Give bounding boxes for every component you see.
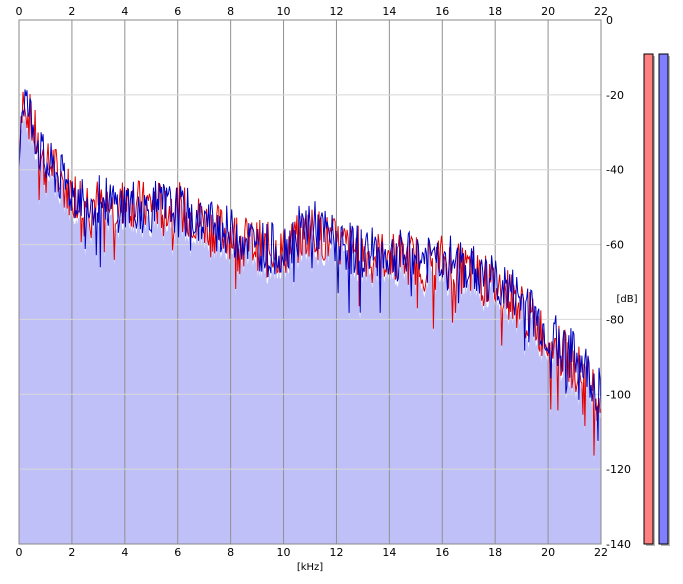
x-tick-label-bottom: 0 bbox=[16, 546, 23, 559]
x-tick-label-bottom: 22 bbox=[594, 546, 608, 559]
y-tick-label: -60 bbox=[606, 239, 624, 252]
x-tick-label-bottom: 4 bbox=[121, 546, 128, 559]
x-tick-label-bottom: 14 bbox=[382, 546, 396, 559]
y-tick-label: -120 bbox=[606, 463, 631, 476]
y-ticks-right: 0 -20 -40 -60 -80 -100 -120 -140 bbox=[606, 14, 631, 551]
x-tick-label-bottom: 8 bbox=[227, 546, 234, 559]
x-tick-label-top: 4 bbox=[121, 5, 128, 18]
fill-area-path bbox=[19, 104, 601, 544]
x-ticks-top: 0 2 4 6 8 10 12 14 16 18 20 22 bbox=[16, 5, 609, 18]
x-tick-label-top: 12 bbox=[329, 5, 343, 18]
x-tick-label-top: 16 bbox=[435, 5, 449, 18]
y-tick-label: 0 bbox=[606, 14, 613, 27]
x-tick-label-top: 6 bbox=[174, 5, 181, 18]
x-ticks-bottom: 0 2 4 6 8 10 12 14 16 18 20 22 bbox=[16, 546, 609, 559]
spectrum-fill-area bbox=[19, 104, 601, 544]
x-tick-label-top: 22 bbox=[594, 5, 608, 18]
x-tick-label-top: 14 bbox=[382, 5, 396, 18]
x-tick-label-top: 10 bbox=[277, 5, 291, 18]
x-tick-label-bottom: 16 bbox=[435, 546, 449, 559]
y-tick-label: -20 bbox=[606, 89, 624, 102]
x-tick-label-top: 20 bbox=[541, 5, 555, 18]
x-tick-label-top: 18 bbox=[488, 5, 502, 18]
x-tick-label-bottom: 2 bbox=[68, 546, 75, 559]
x-tick-label-bottom: 6 bbox=[174, 546, 181, 559]
plot-frame bbox=[18, 19, 602, 545]
series-line-1 bbox=[18, 89, 602, 441]
x-tick-label-top: 8 bbox=[227, 5, 234, 18]
y-tick-label: -40 bbox=[606, 164, 624, 177]
y-axis-label: [dB] bbox=[616, 294, 637, 305]
x-tick-label-bottom: 10 bbox=[277, 546, 291, 559]
x-tick-label-bottom: 18 bbox=[488, 546, 502, 559]
x-tick-label-top: 2 bbox=[68, 5, 75, 18]
y-tick-label: -80 bbox=[606, 313, 624, 326]
series-lines bbox=[18, 89, 602, 456]
level-meter-bar bbox=[658, 53, 669, 545]
x-tick-label-bottom: 20 bbox=[541, 546, 555, 559]
y-tick-label: -100 bbox=[606, 388, 631, 401]
y-tick-label: -140 bbox=[606, 538, 631, 551]
level-meter-bar bbox=[643, 53, 654, 545]
x-tick-label-bottom: 12 bbox=[329, 546, 343, 559]
level-meters bbox=[643, 53, 670, 546]
x-tick-label-top: 0 bbox=[16, 5, 23, 18]
x-axis-label: [kHz] bbox=[297, 562, 323, 573]
